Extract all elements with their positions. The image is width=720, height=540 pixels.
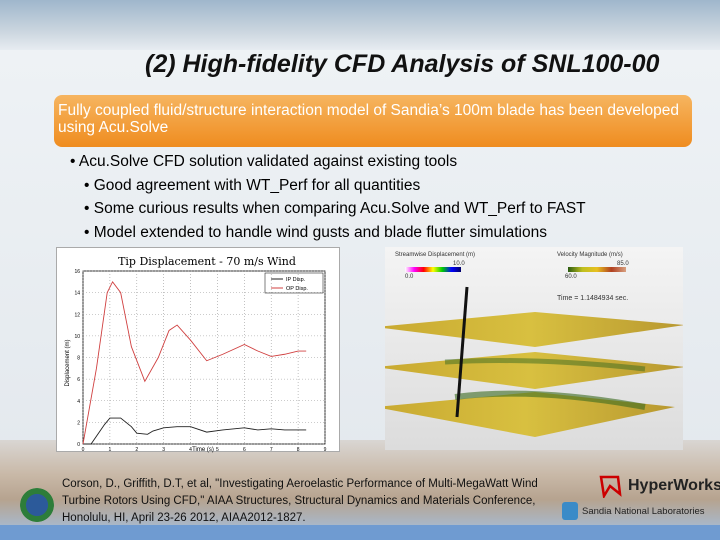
sky-background (0, 0, 720, 50)
sandia-icon (562, 502, 578, 520)
hyperworks-logo: HyperWorks (598, 474, 720, 498)
chart-title: Tip Displacement - 70 m/s Wind (118, 255, 296, 268)
x-axis-label: Time (s) (192, 447, 214, 453)
legend-box (264, 272, 324, 294)
cfd-visualization: Streamwise Displacement (m) 0.0 10.0 Vel… (385, 247, 683, 450)
y-tick-label: 12 (74, 312, 80, 318)
blade (455, 286, 469, 418)
bullet-item: • Acu.Solve CFD solution validated again… (70, 153, 458, 170)
series-line-op-disp- (82, 280, 307, 445)
bullet-item: • Model extended to handle wind gusts an… (84, 223, 547, 241)
legend2-min: 60.0 (565, 274, 577, 280)
bullet-item: • Good agreement with WT_Perf for all qu… (84, 176, 421, 194)
x-tick-label: 5 (216, 447, 219, 453)
sandia-logo: Sandia National Laboratories (562, 502, 705, 520)
series-line-ip-disp- (83, 417, 307, 445)
bullet-list: • Acu.Solve CFD solution validated again… (70, 150, 586, 244)
y-tick-label: 8 (77, 356, 80, 362)
x-tick-label: 0 (82, 447, 85, 453)
displacement-colorbar (405, 267, 461, 272)
plane-top (385, 312, 683, 347)
hyperworks-icon (599, 475, 622, 498)
mountain-background (0, 440, 720, 525)
legend-label: IP Disp. (286, 277, 306, 283)
x-tick-label: 7 (270, 447, 273, 453)
citation: Corson, D., Griffith, D.T, et al, "Inves… (62, 478, 538, 524)
y-tick-label: 10 (74, 334, 80, 340)
y-axis-label: Displacement (m) (65, 339, 71, 386)
hyperworks-text: HyperWorks (628, 477, 720, 494)
x-tick-label: 3 (162, 447, 165, 453)
x-tick-label: 2 (135, 447, 138, 453)
footer-bar (0, 525, 720, 540)
y-tick-label: 14 (74, 291, 80, 297)
y-tick-label: 0 (77, 442, 80, 448)
sandia-text: Sandia National Laboratories (582, 505, 705, 517)
slide-title: (2) High-fidelity CFD Analysis of SNL100… (145, 50, 660, 78)
chart-svg: Tip Displacement - 70 m/s Wind Time (s) … (65, 255, 327, 453)
displacement-legend-title: Streamwise Displacement (m) (395, 252, 476, 258)
x-tick-label: 6 (243, 447, 246, 453)
x-tick-label: 8 (297, 447, 300, 453)
legend1-min: 0.0 (405, 274, 414, 280)
legend2-max: 85.0 (617, 261, 629, 267)
legend-label: OP Disp. (286, 286, 308, 292)
time-readout: Time = 1.1484934 sec. (557, 295, 629, 302)
x-tick-label: 9 (324, 447, 327, 453)
y-tick-label: 6 (77, 377, 80, 383)
bullet-item: • Some curious results when comparing Ac… (84, 200, 586, 217)
tip-displacement-chart: Tip Displacement - 70 m/s Wind Time (s) … (56, 247, 340, 453)
x-tick-label: 4 (189, 447, 192, 453)
x-tick-label: 1 (108, 447, 111, 453)
velocity-colorbar (568, 267, 626, 272)
velocity-legend-title: Velocity Magnitude (m/s) (557, 252, 623, 258)
legend1-max: 10.0 (453, 261, 465, 267)
summary-banner: Fully coupled fluid/structure interactio… (54, 95, 692, 147)
doe-logo (20, 488, 54, 522)
y-tick-label: 4 (77, 399, 80, 405)
plane-bottom (385, 392, 675, 437)
y-tick-label: 16 (74, 269, 80, 275)
flow-planes (385, 286, 683, 437)
y-tick-label: 2 (77, 420, 80, 426)
